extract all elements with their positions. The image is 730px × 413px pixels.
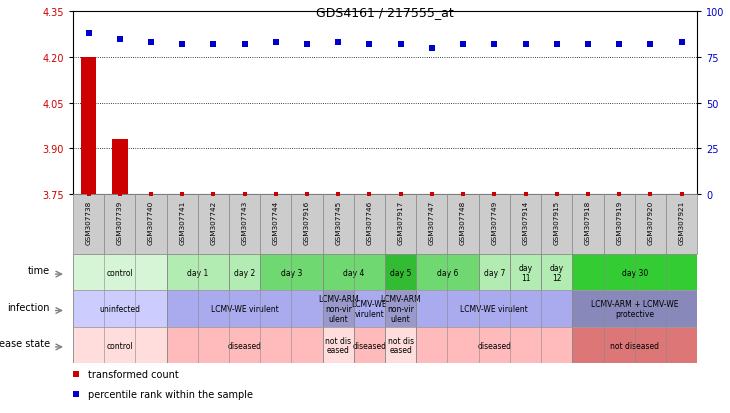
Bar bbox=[479, 254, 510, 291]
Bar bbox=[416, 195, 447, 254]
Bar bbox=[416, 327, 572, 363]
Text: day 5: day 5 bbox=[390, 268, 412, 277]
Text: GSM307918: GSM307918 bbox=[585, 200, 591, 244]
Text: percentile rank within the sample: percentile rank within the sample bbox=[88, 389, 253, 399]
Bar bbox=[73, 291, 166, 327]
Text: LCMV-ARM
non-vir
ulent: LCMV-ARM non-vir ulent bbox=[318, 295, 358, 323]
Bar bbox=[323, 327, 354, 363]
Bar bbox=[73, 327, 166, 363]
Bar bbox=[323, 291, 354, 327]
Bar bbox=[604, 195, 635, 254]
Bar bbox=[112, 140, 128, 195]
Text: GSM307738: GSM307738 bbox=[85, 200, 91, 244]
Bar bbox=[572, 254, 697, 291]
Text: day 2: day 2 bbox=[234, 268, 256, 277]
Text: GSM307749: GSM307749 bbox=[491, 200, 497, 244]
Text: GSM307915: GSM307915 bbox=[554, 200, 560, 244]
Bar bbox=[385, 195, 416, 254]
Bar bbox=[541, 254, 572, 291]
Text: diseased: diseased bbox=[228, 341, 261, 350]
Bar bbox=[385, 327, 416, 363]
Bar bbox=[166, 291, 323, 327]
Text: time: time bbox=[28, 266, 50, 276]
Text: diseased: diseased bbox=[477, 341, 511, 350]
Text: GSM307916: GSM307916 bbox=[304, 200, 310, 244]
Bar bbox=[385, 291, 416, 327]
Bar bbox=[291, 195, 323, 254]
Text: not dis
eased: not dis eased bbox=[388, 336, 414, 355]
Text: GSM307919: GSM307919 bbox=[616, 200, 622, 244]
Bar bbox=[447, 195, 479, 254]
Text: LCMV-WE virulent: LCMV-WE virulent bbox=[211, 304, 279, 313]
Bar bbox=[260, 254, 323, 291]
Bar bbox=[572, 291, 697, 327]
Bar bbox=[510, 254, 541, 291]
Bar bbox=[510, 195, 541, 254]
Bar bbox=[81, 58, 96, 195]
Text: GSM307743: GSM307743 bbox=[242, 200, 247, 244]
Text: LCMV-WE
virulent: LCMV-WE virulent bbox=[352, 299, 388, 318]
Bar bbox=[136, 195, 166, 254]
Text: not dis
eased: not dis eased bbox=[325, 336, 351, 355]
Bar bbox=[104, 195, 136, 254]
Text: GSM307917: GSM307917 bbox=[398, 200, 404, 244]
Text: GSM307739: GSM307739 bbox=[117, 200, 123, 244]
Text: day 4: day 4 bbox=[343, 268, 364, 277]
Text: infection: infection bbox=[7, 302, 50, 312]
Bar bbox=[73, 195, 104, 254]
Text: diseased: diseased bbox=[353, 341, 386, 350]
Text: GSM307744: GSM307744 bbox=[273, 200, 279, 244]
Text: day 6: day 6 bbox=[437, 268, 458, 277]
Bar bbox=[323, 254, 385, 291]
Text: day 7: day 7 bbox=[483, 268, 505, 277]
Text: GSM307745: GSM307745 bbox=[335, 200, 341, 244]
Text: uninfected: uninfected bbox=[99, 304, 140, 313]
Text: disease state: disease state bbox=[0, 339, 50, 349]
Text: LCMV-ARM
non-vir
ulent: LCMV-ARM non-vir ulent bbox=[380, 295, 421, 323]
Bar bbox=[666, 195, 697, 254]
Text: control: control bbox=[107, 341, 133, 350]
Text: LCMV-WE virulent: LCMV-WE virulent bbox=[461, 304, 529, 313]
Text: LCMV-ARM + LCMV-WE
protective: LCMV-ARM + LCMV-WE protective bbox=[591, 299, 678, 318]
Bar bbox=[166, 327, 323, 363]
Text: day 30: day 30 bbox=[622, 268, 648, 277]
Bar bbox=[385, 254, 416, 291]
Bar bbox=[479, 195, 510, 254]
Bar bbox=[198, 195, 229, 254]
Bar bbox=[635, 195, 666, 254]
Bar bbox=[323, 195, 354, 254]
Text: day
12: day 12 bbox=[550, 263, 564, 282]
Text: control: control bbox=[107, 268, 133, 277]
Bar bbox=[229, 195, 260, 254]
Bar bbox=[229, 254, 260, 291]
Text: GSM307741: GSM307741 bbox=[180, 200, 185, 244]
Text: GSM307747: GSM307747 bbox=[429, 200, 435, 244]
Bar bbox=[73, 254, 166, 291]
Bar bbox=[416, 254, 479, 291]
Text: not diseased: not diseased bbox=[610, 341, 659, 350]
Bar bbox=[572, 327, 697, 363]
Bar bbox=[166, 254, 229, 291]
Bar bbox=[416, 291, 572, 327]
Text: GSM307748: GSM307748 bbox=[460, 200, 466, 244]
Bar bbox=[572, 195, 604, 254]
Text: GSM307920: GSM307920 bbox=[648, 200, 653, 244]
Text: GSM307740: GSM307740 bbox=[148, 200, 154, 244]
Text: day 3: day 3 bbox=[281, 268, 302, 277]
Text: GDS4161 / 217555_at: GDS4161 / 217555_at bbox=[316, 6, 454, 19]
Bar bbox=[354, 291, 385, 327]
Text: GSM307921: GSM307921 bbox=[679, 200, 685, 244]
Bar bbox=[541, 195, 572, 254]
Bar bbox=[354, 327, 385, 363]
Text: day
11: day 11 bbox=[518, 263, 533, 282]
Text: day 1: day 1 bbox=[187, 268, 209, 277]
Text: GSM307746: GSM307746 bbox=[366, 200, 372, 244]
Text: GSM307742: GSM307742 bbox=[210, 200, 216, 244]
Bar bbox=[354, 195, 385, 254]
Text: transformed count: transformed count bbox=[88, 369, 179, 379]
Bar bbox=[260, 195, 291, 254]
Text: GSM307914: GSM307914 bbox=[523, 200, 529, 244]
Bar bbox=[166, 195, 198, 254]
